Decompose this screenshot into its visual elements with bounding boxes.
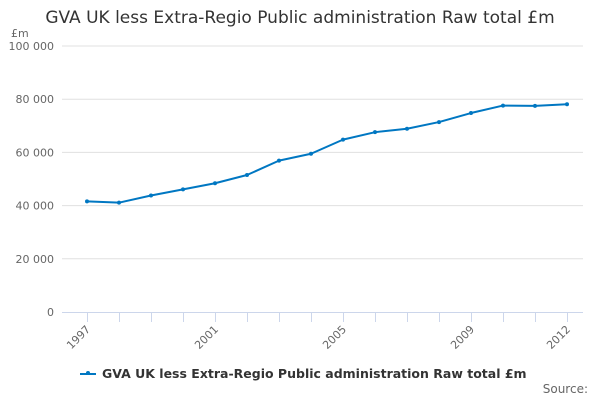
data-point bbox=[373, 130, 377, 135]
data-point bbox=[149, 193, 153, 198]
legend-line-marker-icon bbox=[80, 371, 96, 375]
data-point bbox=[117, 200, 121, 205]
x-tick-label: 2009 bbox=[448, 323, 477, 352]
data-point bbox=[501, 103, 505, 108]
data-point bbox=[213, 181, 217, 186]
data-point bbox=[565, 102, 569, 107]
data-point bbox=[341, 137, 345, 142]
x-tick-label: 1997 bbox=[64, 323, 93, 352]
series-line bbox=[86, 103, 568, 204]
data-point bbox=[181, 187, 185, 192]
x-tick-label: 2005 bbox=[320, 323, 349, 352]
legend-item[interactable]: GVA UK less Extra-Regio Public administr… bbox=[80, 366, 527, 381]
data-point bbox=[245, 173, 249, 178]
data-point bbox=[277, 158, 281, 163]
x-tick-label: 2001 bbox=[192, 323, 221, 352]
y-tick-label: 60 000 bbox=[16, 146, 55, 159]
data-point bbox=[437, 120, 441, 125]
data-point bbox=[405, 126, 409, 131]
y-tick-label: 20 000 bbox=[16, 253, 55, 266]
y-tick-label: 100 000 bbox=[9, 40, 55, 53]
data-point bbox=[469, 111, 473, 116]
y-tick-label: 40 000 bbox=[16, 200, 55, 213]
y-tick-label: 80 000 bbox=[16, 93, 55, 106]
y-tick-label: 0 bbox=[47, 306, 54, 319]
legend-label: GVA UK less Extra-Regio Public administr… bbox=[102, 366, 527, 381]
chart-title: GVA UK less Extra-Regio Public administr… bbox=[45, 8, 555, 28]
data-point bbox=[309, 151, 313, 156]
data-point bbox=[533, 103, 537, 108]
x-tick-label: 2012 bbox=[544, 323, 573, 352]
y-axis-unit-label: £m bbox=[11, 27, 29, 40]
data-point bbox=[85, 199, 89, 204]
source-label: Source: bbox=[542, 382, 588, 396]
